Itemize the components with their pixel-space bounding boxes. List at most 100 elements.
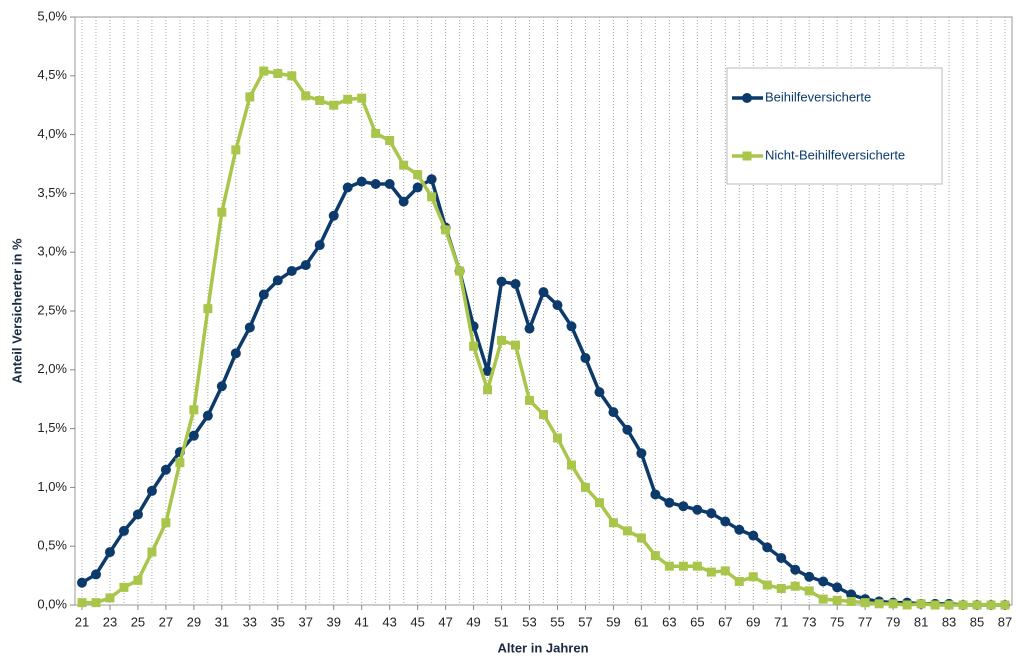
data-point xyxy=(804,571,815,582)
data-point xyxy=(930,600,940,610)
data-point xyxy=(482,365,493,376)
data-point xyxy=(608,407,619,418)
data-point xyxy=(426,174,437,185)
data-point xyxy=(539,409,548,419)
data-point xyxy=(245,92,255,102)
x-tick-label: 25 xyxy=(131,614,145,629)
x-tick-label: 51 xyxy=(494,614,508,629)
x-tick-label: 23 xyxy=(103,614,117,629)
legend-box xyxy=(726,67,943,185)
data-point xyxy=(818,594,828,604)
data-point xyxy=(90,569,101,580)
legend-label: Beihilfeversicherte xyxy=(765,89,871,104)
x-tick-label: 45 xyxy=(410,614,424,629)
data-point xyxy=(412,182,423,193)
data-point xyxy=(77,598,87,608)
data-point xyxy=(748,530,759,541)
y-tick-label: 4,5% xyxy=(37,67,67,82)
data-point xyxy=(259,66,269,76)
data-point xyxy=(105,593,115,603)
data-point xyxy=(244,322,255,333)
data-point xyxy=(580,353,591,364)
data-point xyxy=(510,278,521,289)
data-point xyxy=(217,207,227,217)
y-tick-label: 5,0% xyxy=(37,8,67,23)
data-point xyxy=(664,497,675,508)
data-point xyxy=(189,405,199,415)
y-tick-label: 0,5% xyxy=(37,538,67,553)
y-tick-label: 1,0% xyxy=(37,479,67,494)
data-point xyxy=(300,260,311,271)
data-point xyxy=(496,276,507,287)
y-tick-label: 3,0% xyxy=(37,244,67,259)
x-tick-label: 37 xyxy=(299,614,313,629)
legend-marker xyxy=(742,151,752,161)
data-point xyxy=(413,170,423,180)
y-axis-title: Anteil Versicherter in % xyxy=(9,238,24,384)
data-point xyxy=(301,91,311,101)
data-point xyxy=(314,240,325,251)
data-point xyxy=(636,533,646,543)
data-point xyxy=(622,526,632,536)
x-tick-label: 35 xyxy=(271,614,285,629)
data-point xyxy=(916,599,926,609)
y-tick-label: 3,5% xyxy=(37,185,67,200)
data-point xyxy=(678,561,688,571)
x-tick-label: 33 xyxy=(243,614,257,629)
x-tick-label: 57 xyxy=(578,614,592,629)
x-tick-label: 53 xyxy=(522,614,536,629)
data-point xyxy=(216,381,227,392)
data-point xyxy=(524,323,535,334)
data-point xyxy=(230,348,241,359)
data-point xyxy=(972,600,982,610)
data-point xyxy=(832,595,842,605)
data-point xyxy=(594,387,605,398)
data-point xyxy=(133,575,143,585)
data-point xyxy=(286,266,297,277)
data-point xyxy=(398,196,409,207)
data-point xyxy=(818,576,829,587)
data-point xyxy=(511,340,521,350)
data-point xyxy=(636,448,647,459)
data-point xyxy=(650,551,660,561)
x-tick-label: 75 xyxy=(830,614,844,629)
data-point xyxy=(399,160,409,170)
x-tick-label: 29 xyxy=(187,614,201,629)
x-tick-label: 77 xyxy=(858,614,872,629)
data-point xyxy=(427,192,437,202)
data-point xyxy=(287,71,297,81)
data-point xyxy=(846,596,856,606)
data-point xyxy=(497,335,507,345)
data-point xyxy=(273,68,283,78)
data-point xyxy=(804,586,814,596)
data-point xyxy=(734,576,744,586)
data-point xyxy=(622,424,633,435)
data-point xyxy=(202,410,213,421)
data-point xyxy=(371,128,381,138)
data-point xyxy=(790,581,800,591)
legend-marker xyxy=(742,93,752,103)
data-point xyxy=(441,225,451,235)
data-point xyxy=(986,600,996,610)
data-point xyxy=(161,518,171,528)
data-point xyxy=(328,210,339,221)
data-point xyxy=(874,599,884,609)
y-tick-label: 0,0% xyxy=(37,596,67,611)
x-tick-label: 43 xyxy=(382,614,396,629)
data-point xyxy=(958,600,968,610)
x-tick-label: 81 xyxy=(914,614,928,629)
data-point xyxy=(343,94,353,104)
data-point xyxy=(258,289,269,300)
data-point xyxy=(776,552,787,563)
data-point xyxy=(692,561,702,571)
data-point xyxy=(272,275,283,286)
y-tick-label: 4,0% xyxy=(37,126,67,141)
data-point xyxy=(385,135,395,145)
data-point xyxy=(147,547,157,557)
data-point xyxy=(1000,600,1010,610)
data-point xyxy=(329,100,339,110)
data-point xyxy=(608,518,618,528)
data-point xyxy=(203,304,213,314)
x-tick-label: 55 xyxy=(550,614,564,629)
x-tick-label: 49 xyxy=(466,614,480,629)
